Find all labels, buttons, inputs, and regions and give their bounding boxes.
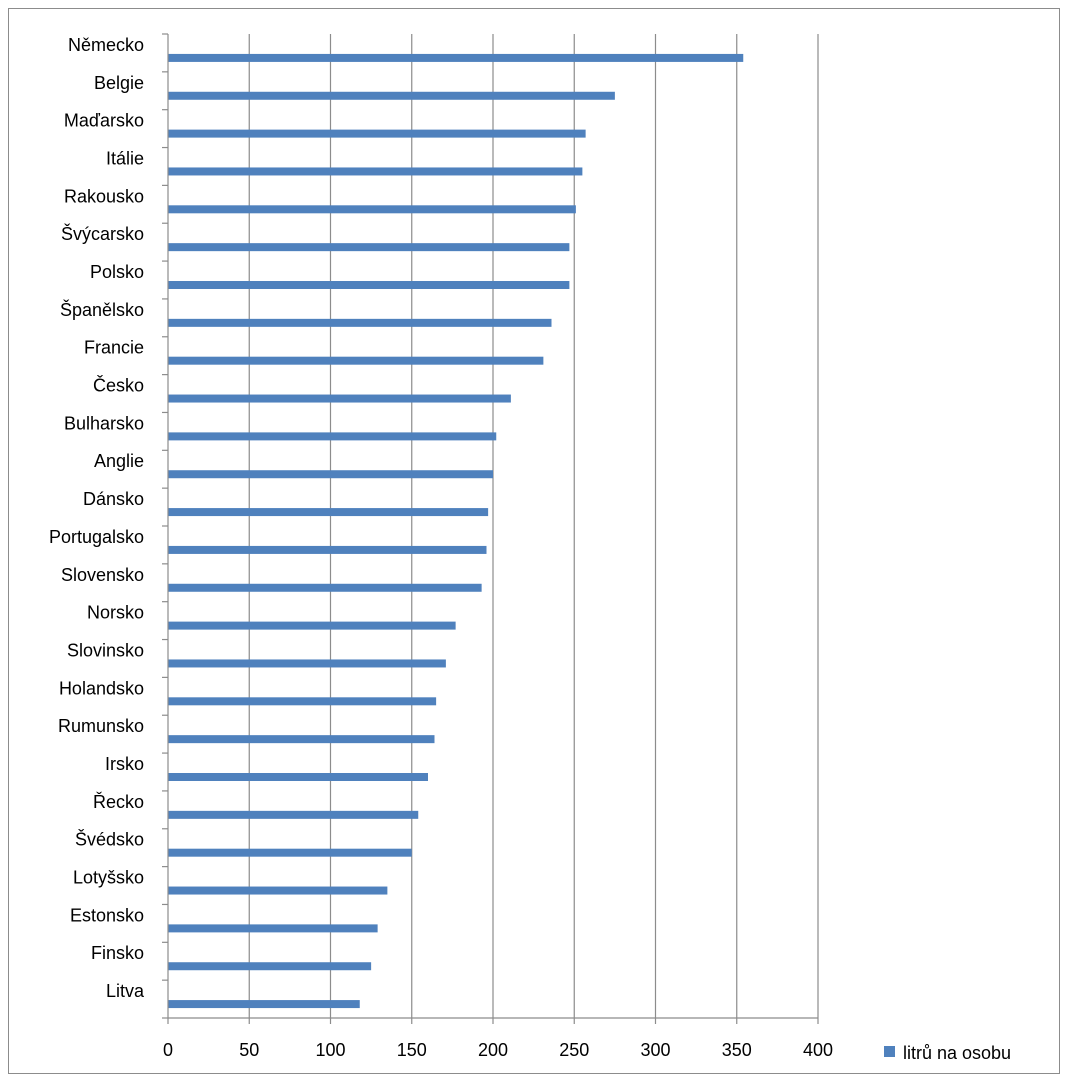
category-label: Španělsko [60, 299, 144, 320]
bar [168, 53, 744, 62]
category-label: Česko [93, 375, 144, 396]
bar [168, 773, 428, 781]
category-label: Estonsko [70, 905, 144, 925]
category-labels: Německo Belgie Maďarsko Itálie Rakousko Švýca… [49, 35, 145, 1001]
bar [168, 167, 583, 176]
category-label: Slovensko [61, 565, 144, 585]
category-label: Finsko [91, 943, 144, 963]
bar [168, 243, 570, 252]
bar [168, 318, 552, 327]
category-label: Belgie [94, 73, 144, 93]
category-label: Slovinsko [67, 640, 144, 660]
category-label: Rumunsko [58, 716, 144, 736]
bar [168, 91, 615, 100]
bar [168, 848, 412, 857]
category-label: Irsko [105, 754, 144, 774]
category-label: Portugalsko [49, 527, 144, 547]
bar [168, 697, 437, 706]
category-label: Řecko [93, 792, 144, 812]
x-tick-label: 250 [559, 1040, 589, 1060]
category-label: Lotyšsko [73, 868, 144, 888]
category-label: Dánsko [83, 489, 144, 509]
bar [168, 621, 456, 630]
bars [168, 53, 744, 1009]
bar [168, 545, 487, 554]
legend: litrů na osobu [884, 1043, 1011, 1063]
category-label: Bulharsko [64, 413, 144, 433]
bar [168, 924, 378, 933]
bar [168, 735, 435, 744]
x-tick-label: 400 [803, 1040, 833, 1060]
bar [168, 129, 586, 138]
category-label: Norsko [87, 603, 144, 623]
bar [168, 810, 419, 819]
category-label: Německo [68, 35, 144, 55]
x-tick-label: 350 [722, 1040, 752, 1060]
category-label: Litva [106, 981, 145, 1001]
bar [168, 356, 544, 365]
bar [168, 962, 372, 971]
legend-label: litrů na osobu [903, 1043, 1011, 1063]
x-tick-labels: 0 50 100 150 200 250 300 350 400 [163, 1040, 833, 1060]
category-label: Švýcarsko [61, 223, 144, 244]
x-tick-label: 150 [397, 1040, 427, 1060]
category-label: Švédsko [75, 829, 144, 850]
category-label: Rakousko [64, 186, 144, 206]
bar [168, 508, 489, 517]
x-tick-label: 50 [239, 1040, 259, 1060]
legend-swatch [884, 1046, 895, 1057]
x-tick-label: 0 [163, 1040, 173, 1060]
x-tick-label: 200 [478, 1040, 508, 1060]
bar [168, 470, 493, 479]
category-label: Polsko [90, 262, 144, 282]
bar [168, 1000, 360, 1009]
axes [162, 33, 819, 1024]
x-tick-label: 100 [315, 1040, 345, 1060]
category-label: Itálie [106, 148, 144, 168]
bar [168, 886, 388, 895]
bar [168, 281, 570, 289]
bar [168, 205, 576, 214]
chart-frame [8, 8, 1060, 1074]
bar [168, 659, 446, 668]
category-label: Holandsko [59, 678, 144, 698]
bar [168, 432, 497, 441]
gridlines [248, 34, 819, 1018]
bar [168, 583, 482, 592]
category-label: Francie [84, 338, 144, 358]
bar [168, 394, 511, 403]
category-label: Maďarsko [64, 111, 144, 131]
x-tick-label: 300 [640, 1040, 670, 1060]
category-label: Anglie [94, 451, 144, 471]
